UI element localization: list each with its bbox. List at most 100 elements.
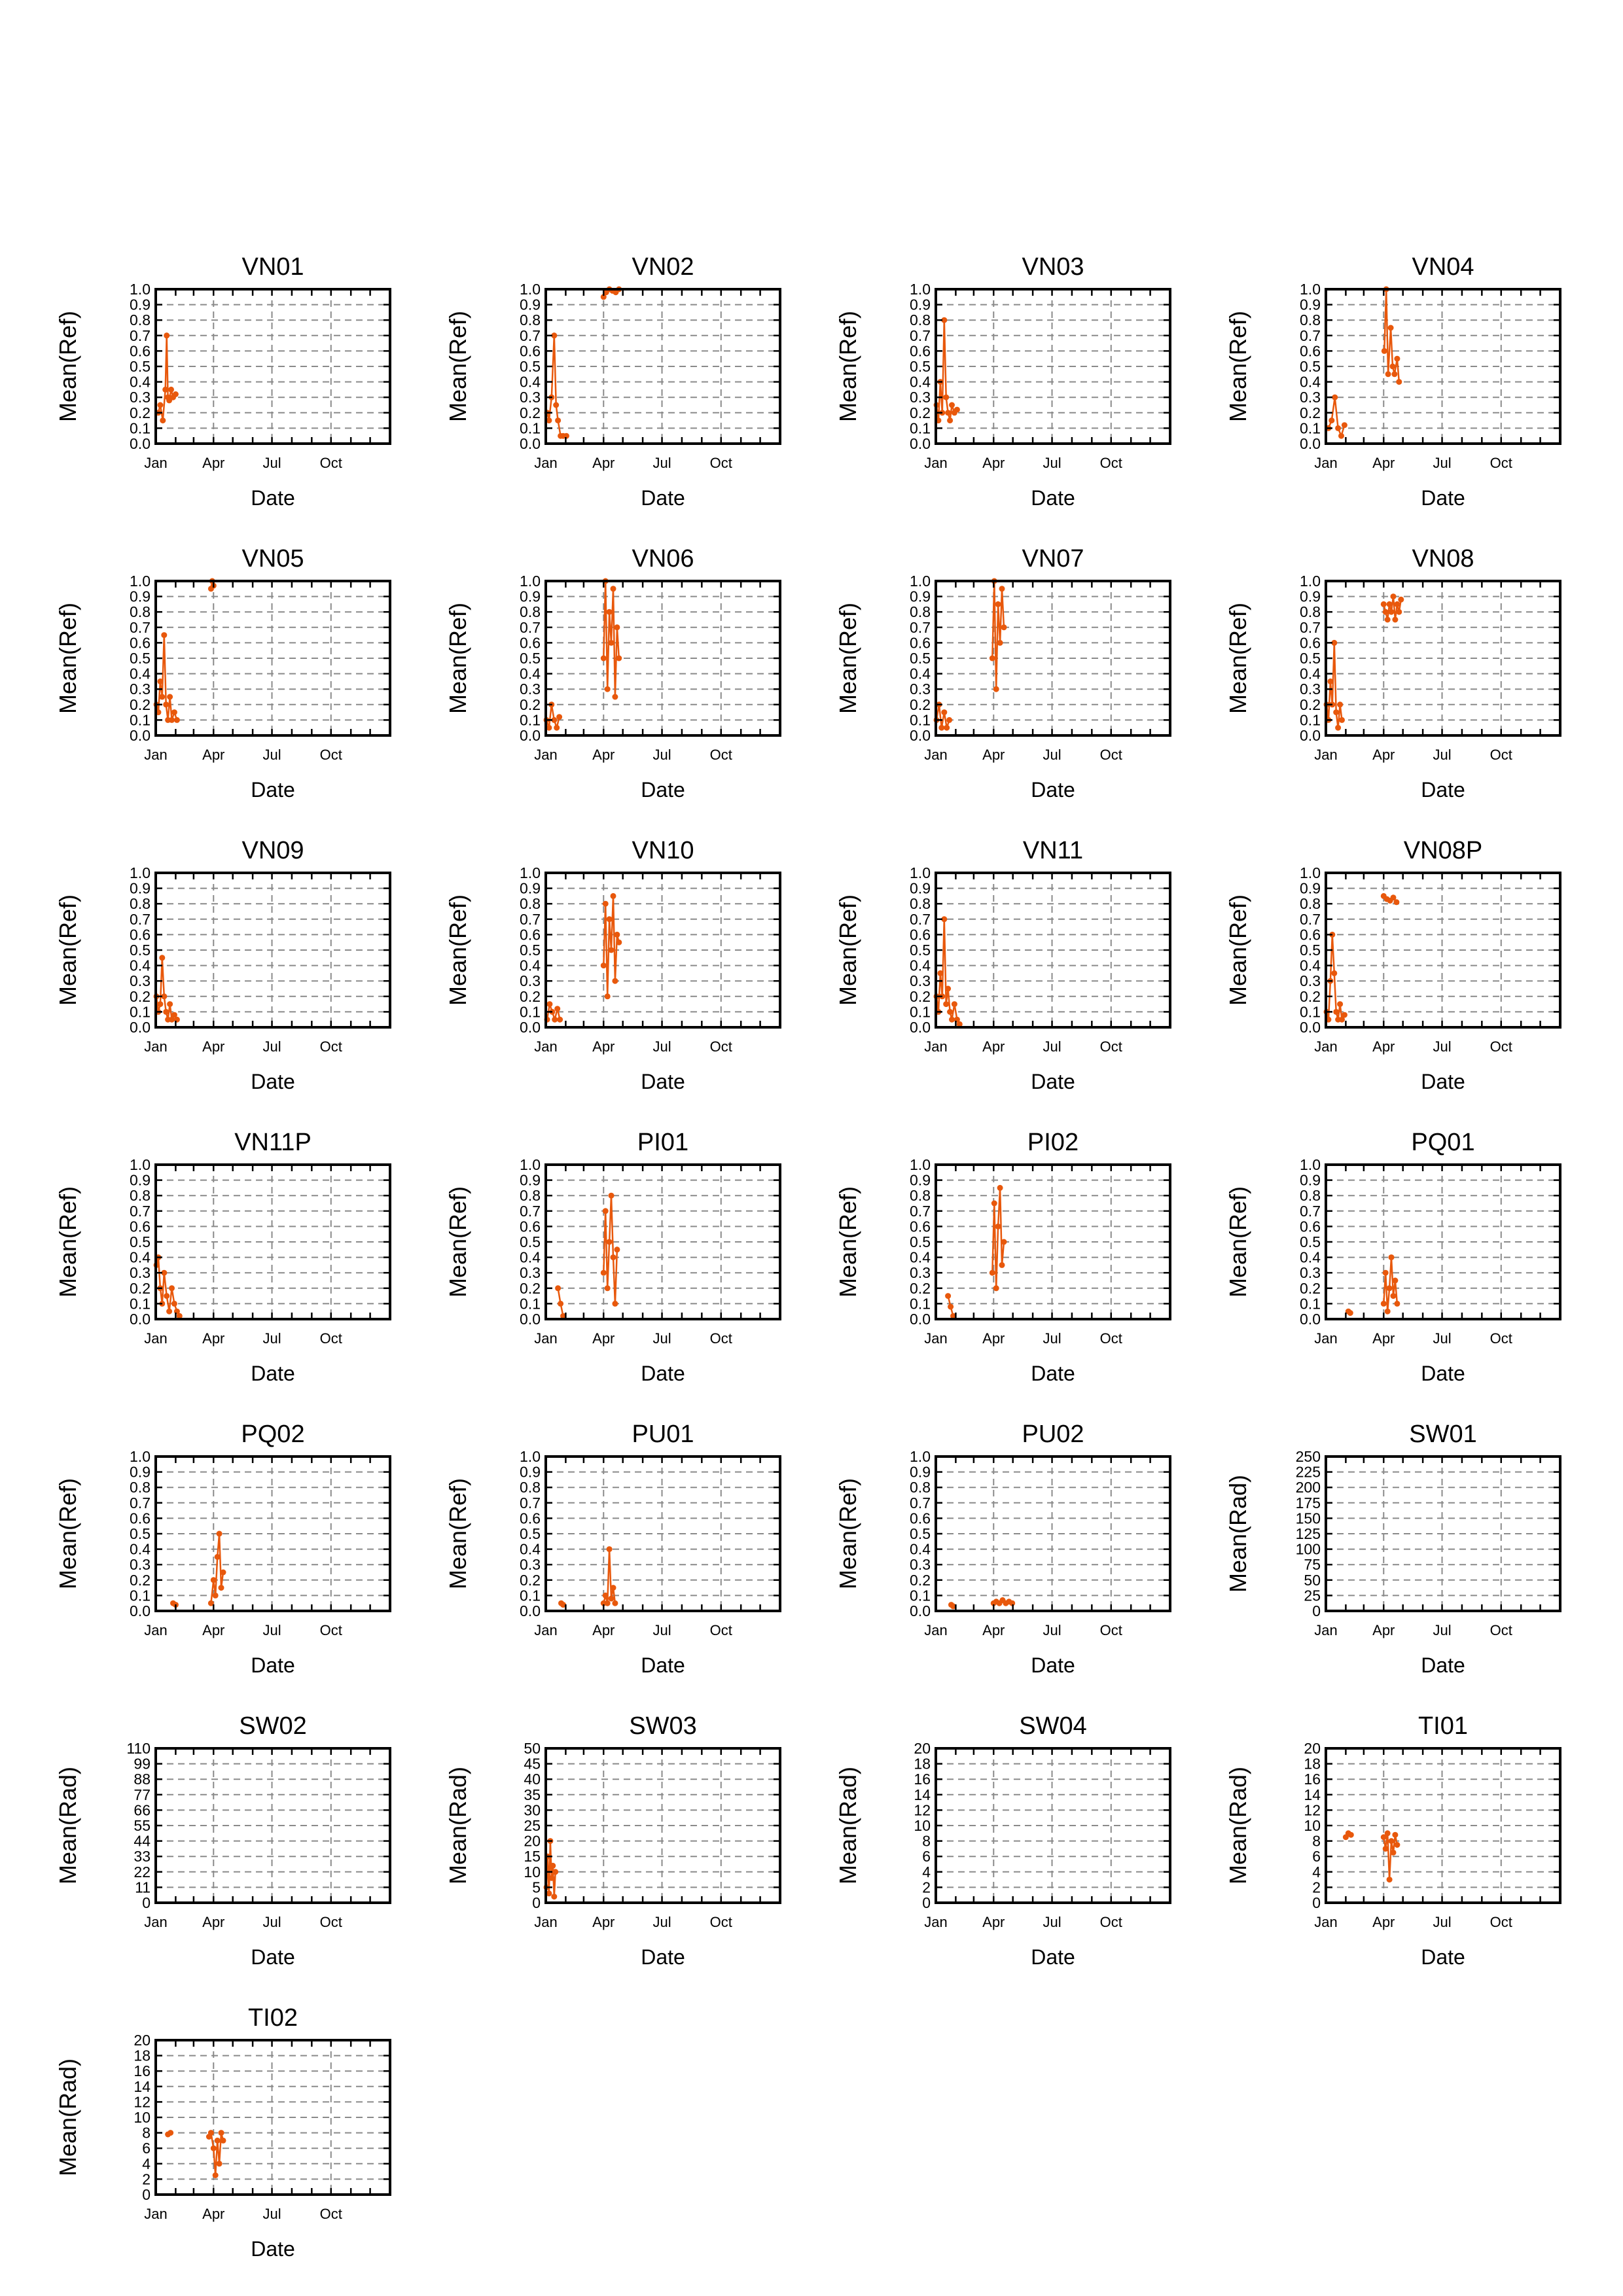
- x-tick-label: Jan: [924, 1622, 947, 1638]
- chart-panel-pi02: 0.00.10.20.30.40.50.60.70.80.91.0 Jan Apr J…: [834, 1129, 1171, 1385]
- x-axis-label: Date: [1031, 486, 1075, 510]
- y-tick-label: 0.8: [520, 1187, 541, 1204]
- chart-panel-vn04: 0.00.10.20.30.40.50.60.70.80.91.0 Jan Apr J…: [1224, 253, 1561, 510]
- x-tick-label: Jan: [1314, 1330, 1337, 1347]
- y-tick-label: 1.0: [910, 864, 931, 881]
- y-tick-label: 0.5: [520, 1525, 541, 1542]
- y-tick-label: 0.3: [130, 389, 151, 406]
- data-point: [612, 978, 618, 984]
- data-point: [551, 716, 558, 723]
- y-tick-label: 0.0: [130, 727, 151, 744]
- y-tick-label: 18: [134, 2047, 151, 2064]
- y-tick-label: 0.5: [520, 942, 541, 959]
- y-tick-label: 0.6: [130, 342, 151, 359]
- data-point: [214, 2137, 221, 2144]
- data-point: [546, 724, 552, 731]
- x-tick-label: Jan: [144, 1914, 167, 1930]
- data-point: [606, 609, 613, 615]
- data-point: [1335, 724, 1342, 731]
- y-tick-label: 0.6: [130, 1218, 151, 1235]
- y-tick-label: 6: [922, 1848, 931, 1865]
- y-tick-label: 0.7: [1300, 1203, 1321, 1220]
- y-tick-label: 0.3: [910, 680, 931, 698]
- y-tick-label: 0.3: [130, 1264, 151, 1281]
- chart-title: TI01: [1418, 1712, 1468, 1740]
- data-point: [212, 2172, 219, 2178]
- data-point: [556, 714, 563, 720]
- data-point: [1341, 1012, 1347, 1018]
- data-point: [1389, 363, 1396, 370]
- y-tick-label: 0.0: [910, 1602, 931, 1619]
- y-tick-label: 0.9: [1300, 880, 1321, 897]
- y-tick-label: 1.0: [520, 281, 541, 298]
- data-point: [173, 716, 180, 723]
- y-tick-label: 0.8: [1300, 311, 1321, 328]
- x-tick-label: Jan: [534, 747, 557, 763]
- y-tick-label: 55: [134, 1817, 151, 1834]
- data-point: [1332, 394, 1338, 400]
- y-axis-label: Mean(Ref): [54, 894, 81, 1006]
- data-point: [604, 1600, 611, 1606]
- x-tick-label: Apr: [1372, 1330, 1395, 1347]
- chart-panel-vn11p: 0.00.10.20.30.40.50.60.70.80.91.0 Jan Apr J…: [54, 1129, 391, 1385]
- data-point: [1392, 616, 1399, 623]
- x-tick-label: Jul: [1433, 1914, 1451, 1930]
- y-tick-label: 0.3: [1300, 972, 1321, 989]
- y-tick-label: 1.0: [520, 1156, 541, 1173]
- y-tick-label: 0.3: [520, 1556, 541, 1573]
- data-point: [606, 1239, 613, 1245]
- y-tick-label: 0: [142, 2186, 151, 2203]
- y-tick-label: 0.1: [1300, 711, 1321, 728]
- data-point: [608, 639, 615, 646]
- y-tick-label: 0.2: [520, 404, 541, 421]
- y-tick-label: 0.4: [910, 374, 931, 391]
- y-tick-label: 0.5: [1300, 358, 1321, 375]
- y-tick-label: 22: [134, 1863, 151, 1881]
- data-point: [608, 947, 615, 953]
- x-tick-label: Jul: [652, 1622, 671, 1638]
- chart-panel-vn06: 0.00.10.20.30.40.50.60.70.80.91.0 Jan Apr J…: [444, 545, 781, 802]
- data-point: [557, 1016, 563, 1023]
- y-tick-label: 0: [1312, 1602, 1321, 1619]
- data-point: [991, 1200, 997, 1207]
- data-point: [610, 1254, 616, 1261]
- chart-title: VN10: [632, 837, 694, 864]
- y-tick-label: 0.3: [130, 680, 151, 698]
- chart-title: VN03: [1022, 253, 1084, 281]
- y-tick-label: 0.4: [520, 1541, 541, 1558]
- data-point: [997, 1184, 1003, 1191]
- data-point: [1396, 609, 1402, 615]
- x-tick-label: Jan: [924, 1038, 947, 1055]
- y-tick-label: 0.6: [910, 634, 931, 651]
- x-tick-label: Jan: [1314, 1038, 1337, 1055]
- data-point: [954, 406, 960, 413]
- y-tick-label: 0.7: [520, 1203, 541, 1220]
- x-tick-label: Jul: [1043, 1914, 1061, 1930]
- data-point: [999, 1262, 1005, 1268]
- data-point: [1386, 1877, 1393, 1883]
- y-tick-label: 0.2: [130, 1572, 151, 1589]
- x-axis-label: Date: [1421, 778, 1465, 802]
- x-tick-label: Jul: [262, 455, 281, 471]
- y-tick-label: 1.0: [130, 281, 151, 298]
- series-line: [603, 1194, 618, 1305]
- y-tick-label: 0.4: [520, 1249, 541, 1266]
- data-point: [171, 1012, 177, 1018]
- data-point: [602, 900, 609, 907]
- data-point: [610, 892, 616, 899]
- y-tick-label: 0.9: [1300, 296, 1321, 313]
- x-tick-label: Jan: [1314, 1914, 1337, 1930]
- x-tick-label: Jul: [1043, 1330, 1061, 1347]
- y-tick-label: 25: [1304, 1587, 1321, 1604]
- x-tick-label: Jul: [1043, 747, 1061, 763]
- x-axis-label: Date: [641, 1945, 685, 1969]
- y-tick-label: 0.8: [520, 603, 541, 620]
- y-tick-label: 0.2: [520, 696, 541, 713]
- x-tick-label: Jul: [262, 1914, 281, 1930]
- data-point: [168, 2130, 174, 2136]
- data-point: [1390, 894, 1397, 901]
- y-tick-label: 0.2: [520, 1572, 541, 1589]
- x-tick-label: Oct: [320, 2206, 342, 2222]
- data-point: [608, 1595, 615, 1602]
